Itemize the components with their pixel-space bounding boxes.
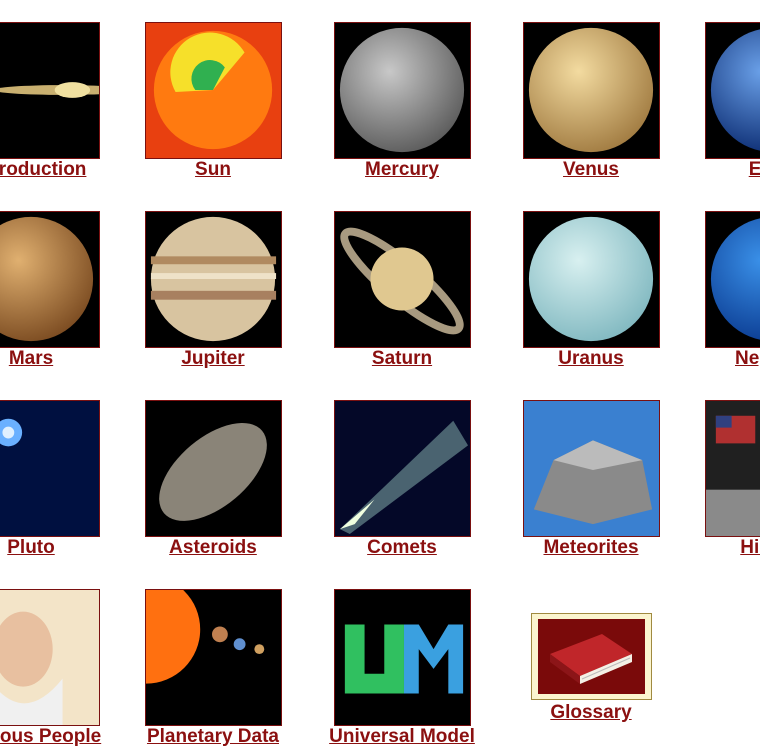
topic-link[interactable]: Earth [748, 159, 760, 180]
book-art [538, 619, 645, 694]
topic-link[interactable]: Universal Model [329, 726, 475, 747]
thumbnail[interactable] [523, 211, 660, 348]
topic-link[interactable]: Mars [8, 348, 54, 369]
topic-link[interactable]: Jupiter [181, 348, 245, 369]
thumbnail[interactable] [705, 400, 760, 537]
thumbnail[interactable] [145, 400, 282, 537]
topic-link[interactable]: Mercury [365, 159, 439, 180]
thumbnail[interactable] [0, 400, 100, 537]
topic-link[interactable]: Comets [367, 537, 437, 558]
thumbnail[interactable] [334, 589, 471, 726]
thumbnail[interactable] [145, 211, 282, 348]
thumbnail[interactable] [334, 22, 471, 159]
thumbnail[interactable] [705, 22, 760, 159]
topic-link[interactable]: Neptune [735, 348, 760, 369]
thumbnail[interactable] [145, 589, 282, 726]
topic-link[interactable]: Pluto [7, 537, 55, 558]
thumbnail[interactable] [523, 400, 660, 537]
thumbnail[interactable] [523, 22, 660, 159]
topic-link[interactable]: Sun [195, 159, 231, 180]
topic-link[interactable]: Venus [563, 159, 619, 180]
topic-link[interactable]: History [740, 537, 760, 558]
thumbnail[interactable] [334, 211, 471, 348]
topic-link[interactable]: Saturn [371, 348, 433, 369]
thumbnail[interactable] [145, 22, 282, 159]
glossary-icon[interactable] [531, 613, 652, 700]
topic-link[interactable]: Uranus [558, 348, 624, 369]
thumbnail[interactable] [0, 589, 100, 726]
thumbnail[interactable] [334, 400, 471, 537]
thumbnail[interactable] [705, 211, 760, 348]
topic-link[interactable]: Asteroids [169, 537, 257, 558]
topic-link[interactable]: Introduction [0, 159, 87, 180]
page: Glossary (() => { const data = JSON.pars… [0, 22, 760, 747]
thumbnail[interactable] [0, 22, 100, 159]
topic-link[interactable]: Meteorites [543, 537, 639, 558]
thumbnail[interactable] [0, 211, 100, 348]
glossary-link[interactable]: Glossary [550, 702, 632, 723]
